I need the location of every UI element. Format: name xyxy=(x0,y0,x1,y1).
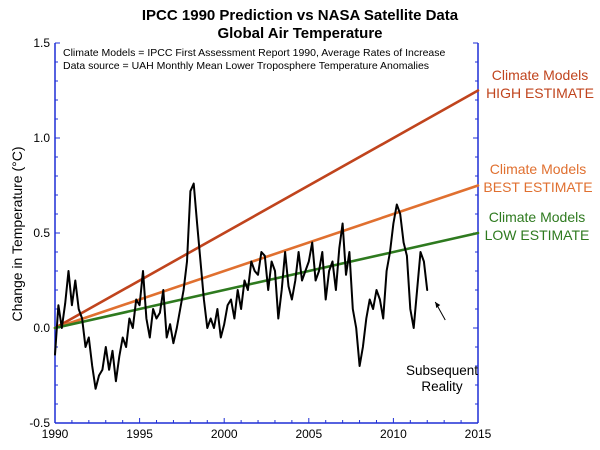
axis-ticks: 1990 1995 2000 2005 2010 2015 -0.5 0.0 0.5 1.0 1.5 xyxy=(29,36,491,441)
x-tick-label: 1995 xyxy=(126,427,153,441)
series-label-best: BEST ESTIMATE xyxy=(483,179,592,195)
chart-note-source: Data source = UAH Monthly Mean Lower Tro… xyxy=(63,60,429,72)
series-line-high xyxy=(53,89,480,330)
chart-subtitle: Global Air Temperature xyxy=(217,25,382,42)
chart-title: IPCC 1990 Prediction vs NASA Satellite D… xyxy=(142,7,459,24)
y-tick-label: 1.5 xyxy=(33,36,50,50)
x-tick-label: 2015 xyxy=(465,427,492,441)
y-axis-label: Change in Temperature (°C) xyxy=(9,147,25,322)
series-line-best xyxy=(53,184,480,330)
series-labels: Climate Models HIGH ESTIMATE Climate Model… xyxy=(406,67,594,394)
x-tick-label: 2000 xyxy=(211,427,238,441)
series-label-low: Climate Models xyxy=(489,209,585,225)
x-tick-label: 2010 xyxy=(380,427,407,441)
series-label-observed: Subsequent xyxy=(406,363,478,378)
y-tick-label: -0.5 xyxy=(29,416,50,430)
series-label-high: HIGH ESTIMATE xyxy=(486,85,594,101)
x-tick-label: 2005 xyxy=(295,427,322,441)
y-tick-label: 0.5 xyxy=(33,226,50,240)
series-line-observed xyxy=(54,182,429,390)
y-tick-label: 1.0 xyxy=(33,131,50,145)
arrow-head-icon xyxy=(435,302,441,308)
y-tick-label: 0.0 xyxy=(33,321,50,335)
series-label-observed: Reality xyxy=(421,379,463,394)
series-lines xyxy=(53,89,480,390)
series-label-low: LOW ESTIMATE xyxy=(485,227,590,243)
series-label-high: Climate Models xyxy=(492,67,588,83)
chart-note-models: Climate Models = IPCC First Assessment R… xyxy=(63,47,446,59)
x-tick-label: 1990 xyxy=(42,427,69,441)
series-label-best: Climate Models xyxy=(490,161,586,177)
